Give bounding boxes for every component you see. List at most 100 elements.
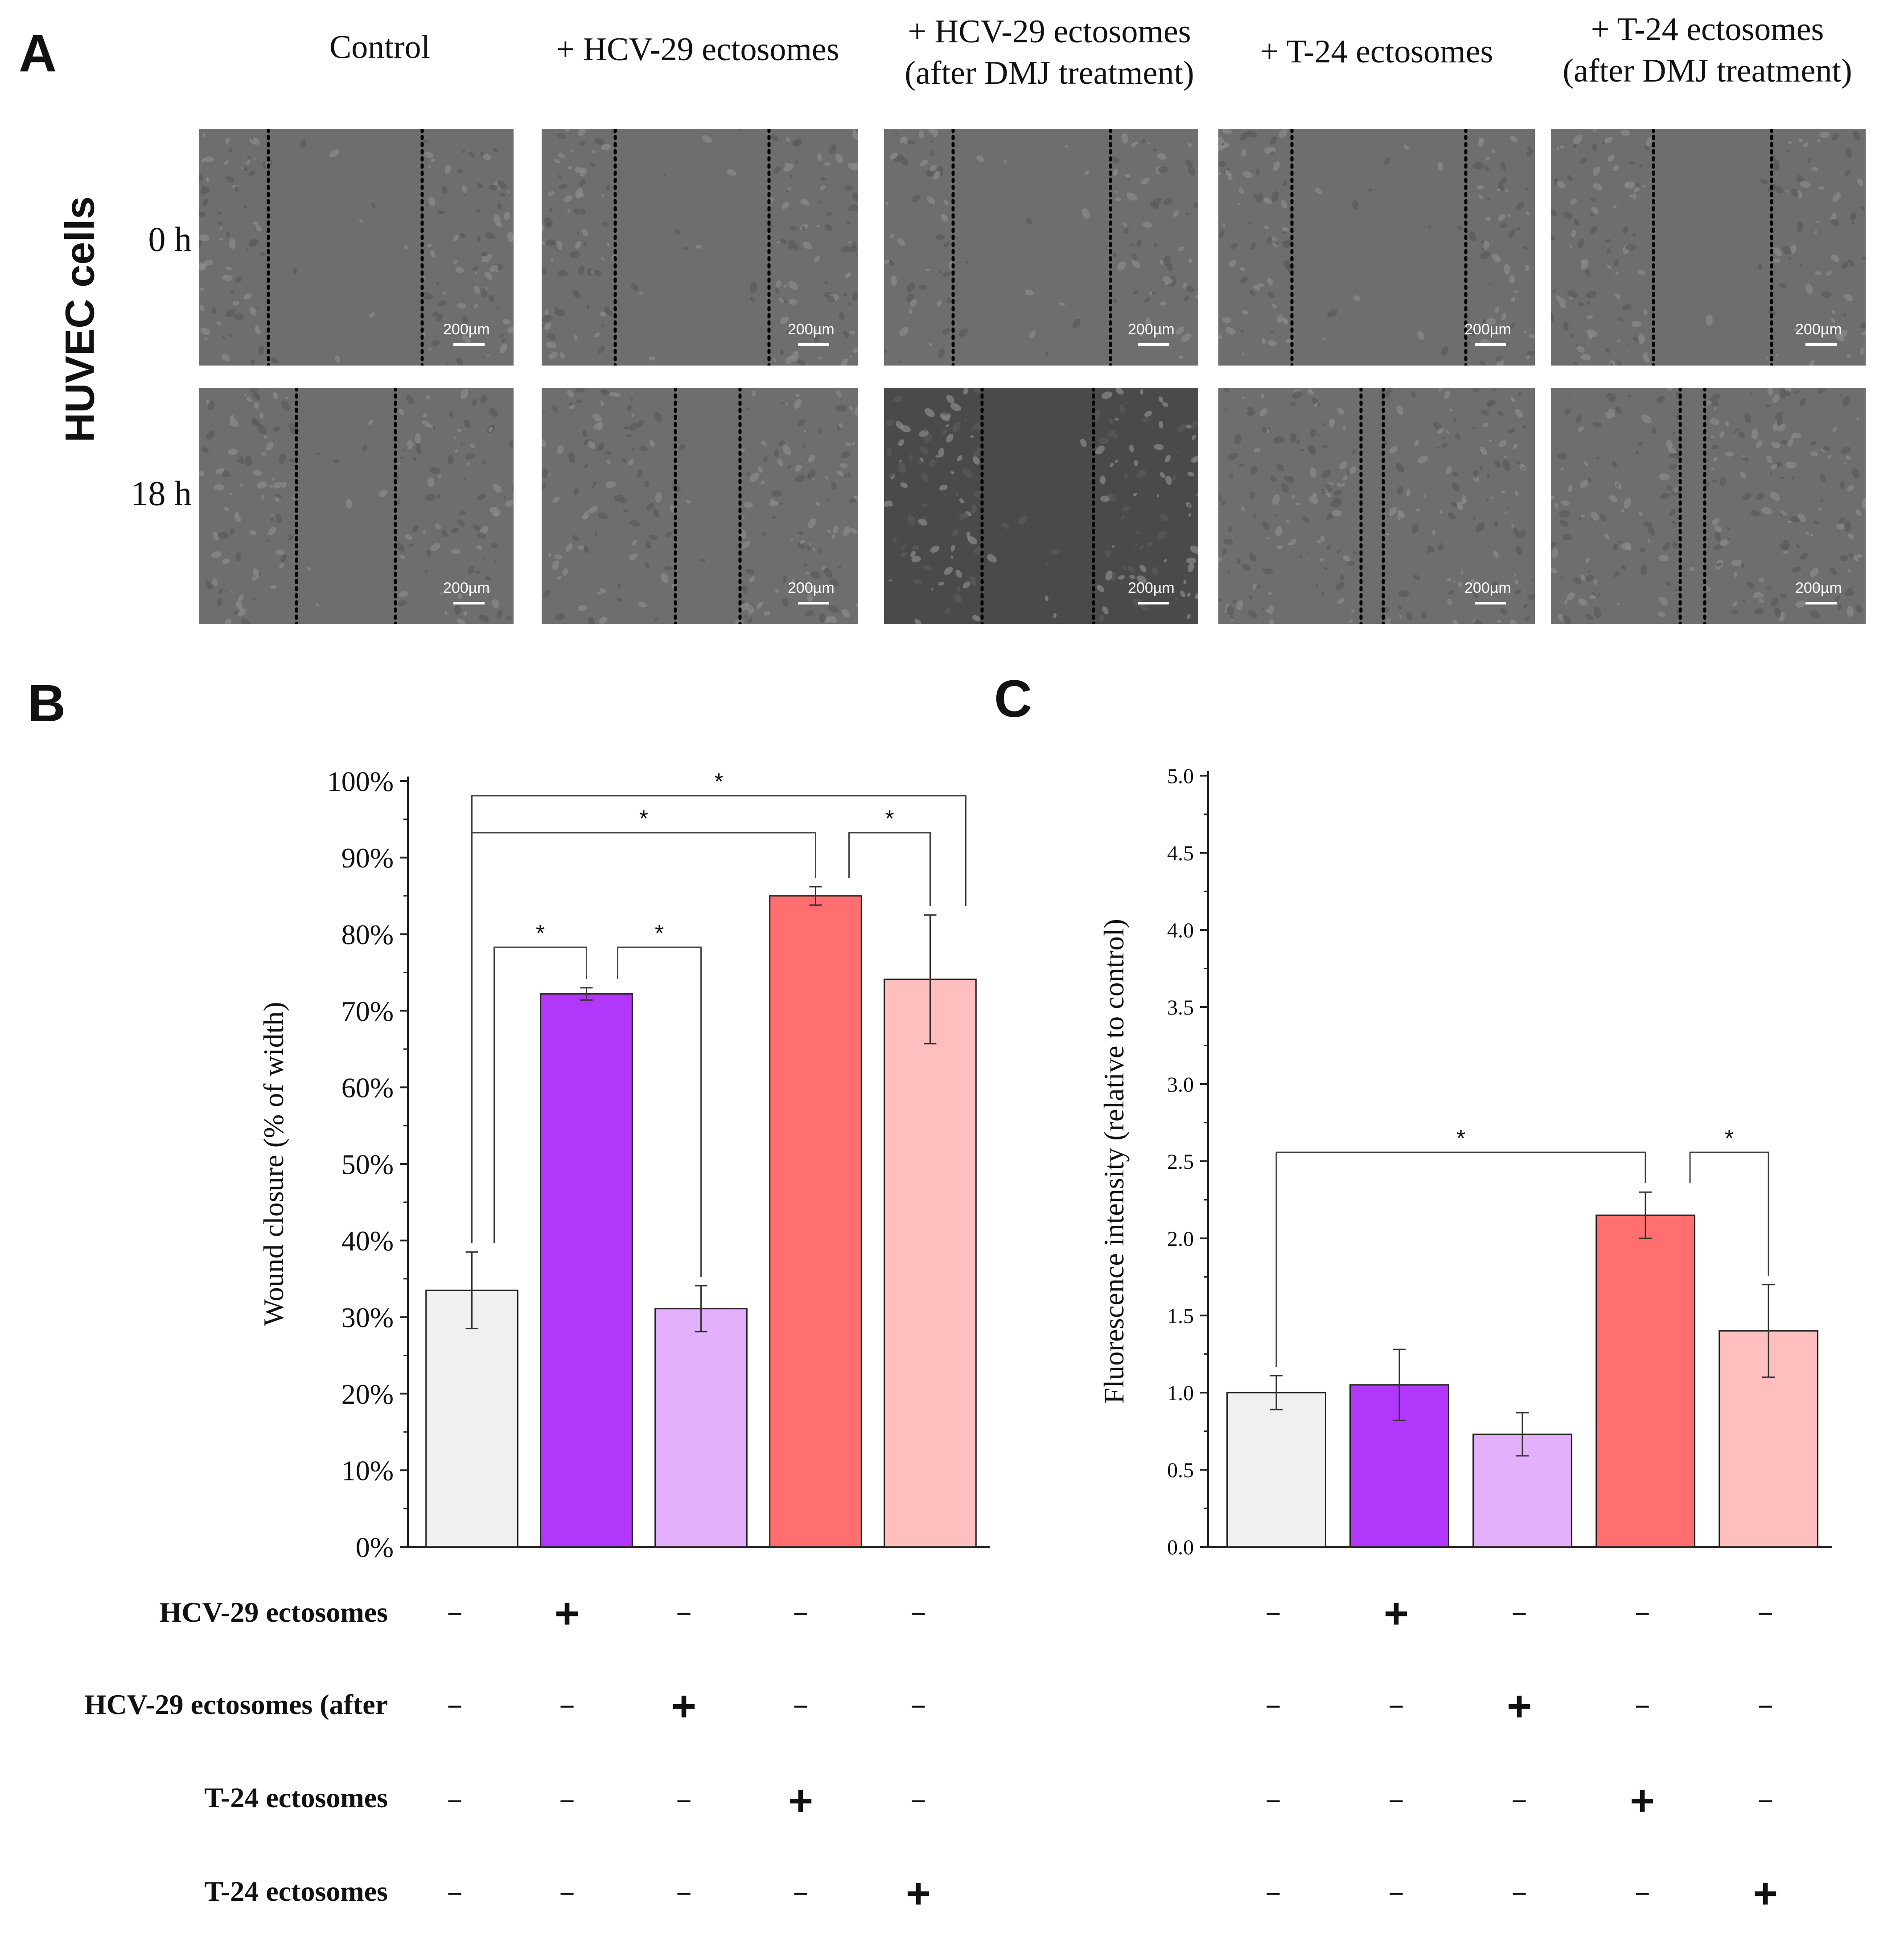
cell-mark	[1564, 600, 1568, 604]
cell-mark	[1559, 298, 1567, 308]
cell-mark	[546, 222, 554, 227]
scale-bar-label: 200µm	[1795, 580, 1842, 596]
cell-mark	[803, 563, 808, 567]
y-tick-label: 40%	[341, 1225, 394, 1257]
cell-mark	[935, 234, 945, 240]
cell-mark	[211, 307, 216, 314]
cell-mark	[837, 471, 845, 477]
cell-mark	[1820, 474, 1826, 482]
cell-mark	[666, 531, 673, 537]
cell-mark	[1770, 472, 1772, 475]
cell-mark	[1432, 530, 1436, 536]
cell-mark	[1221, 129, 1232, 135]
y-tick-label: 0.0	[1167, 1536, 1194, 1559]
cell-mark	[885, 201, 888, 206]
cell-mark	[1187, 613, 1191, 619]
cell-mark	[480, 288, 488, 298]
cell-mark	[1791, 189, 1799, 198]
cell-mark	[489, 407, 498, 417]
cell-mark	[1442, 443, 1448, 448]
cell-mark	[1843, 313, 1846, 317]
cell-mark	[605, 450, 612, 455]
cell-mark	[199, 241, 202, 248]
cell-mark	[199, 173, 203, 181]
cell-mark	[335, 355, 341, 363]
cell-mark	[1765, 404, 1771, 407]
cell-mark	[1282, 227, 1289, 232]
cell-mark	[406, 395, 414, 404]
cell-mark	[1814, 322, 1818, 325]
column-label-line: + T-24 ectosomes	[1591, 11, 1824, 48]
cell-mark	[548, 352, 558, 359]
cell-mark	[1272, 161, 1280, 171]
cell-mark	[428, 196, 436, 207]
scale-bar-label: 200µm	[788, 321, 835, 338]
cell-mark	[1561, 500, 1570, 506]
cell-mark	[1573, 135, 1583, 144]
cell-mark	[1333, 489, 1342, 496]
cell-mark	[1095, 445, 1105, 455]
cell-mark	[1267, 291, 1275, 299]
cell-mark	[1526, 355, 1530, 360]
cell-mark	[1845, 148, 1852, 159]
cell-mark	[1715, 532, 1721, 541]
cell-mark	[781, 201, 790, 210]
cell-mark	[1141, 177, 1150, 185]
cell-mark	[663, 174, 666, 176]
cell-mark	[827, 529, 832, 533]
cell-mark	[592, 413, 602, 422]
cell-mark	[1115, 460, 1118, 464]
cell-mark	[942, 429, 948, 435]
cell-mark	[574, 167, 584, 174]
chart-b-condition-sign: +	[788, 1777, 814, 1825]
cell-mark	[239, 483, 243, 487]
cell-mark	[840, 463, 848, 468]
cell-mark	[600, 400, 605, 407]
cell-mark	[889, 152, 898, 160]
cell-mark	[202, 198, 208, 206]
cell-mark	[1511, 397, 1516, 403]
cell-mark	[825, 476, 828, 480]
cell-mark	[797, 543, 806, 550]
cell-mark	[1844, 294, 1853, 301]
cell-mark	[1232, 599, 1237, 603]
cell-mark	[938, 348, 945, 359]
cell-mark	[543, 590, 550, 598]
chart-c-condition-sign: +	[1506, 1682, 1532, 1730]
cell-mark	[225, 137, 230, 144]
cell-mark	[742, 585, 748, 593]
cell-mark	[567, 209, 571, 213]
cell-mark	[1300, 448, 1304, 452]
cell-mark	[246, 397, 252, 403]
cell-mark	[230, 590, 234, 593]
cell-mark	[955, 493, 959, 496]
cell-mark	[1384, 440, 1387, 445]
cell-mark	[1115, 190, 1119, 193]
cell-mark	[1841, 446, 1851, 454]
cell-mark	[780, 501, 783, 505]
bar-1	[1226, 1392, 1326, 1548]
cell-mark	[1178, 247, 1184, 251]
cell-mark	[1551, 542, 1557, 548]
cell-mark	[848, 246, 858, 253]
cell-mark	[1139, 389, 1143, 395]
cell-mark	[1658, 555, 1669, 562]
cell-mark	[601, 222, 609, 227]
cells-label: HUVEC cells	[57, 196, 103, 443]
scale-bar	[1475, 343, 1506, 346]
cell-mark	[629, 423, 638, 431]
cell-mark	[1714, 407, 1717, 411]
cell-mark	[1271, 303, 1277, 309]
cell-mark	[851, 133, 858, 140]
cell-mark	[839, 423, 843, 429]
cell-mark	[1242, 352, 1245, 356]
cell-mark	[472, 399, 477, 406]
cell-mark	[451, 527, 459, 534]
cell-mark	[1080, 439, 1087, 448]
cell-mark	[397, 499, 401, 505]
cell-mark	[1604, 533, 1610, 540]
cell-mark	[229, 528, 235, 534]
cell-mark	[400, 456, 404, 459]
cell-mark	[1635, 183, 1640, 187]
cell-mark	[1187, 472, 1195, 477]
